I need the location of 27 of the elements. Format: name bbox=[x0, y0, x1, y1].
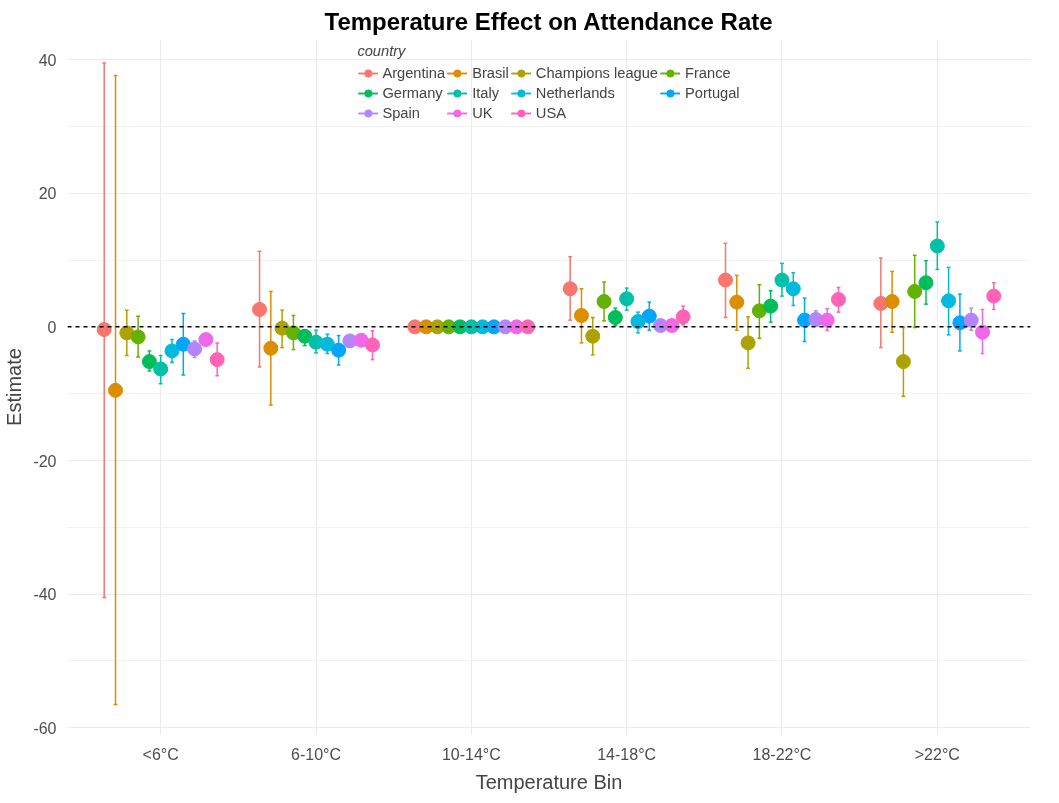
x-tick-label: >22°C bbox=[914, 745, 960, 763]
legend-label: Italy bbox=[472, 84, 500, 102]
legend-label: Brasil bbox=[472, 64, 509, 82]
y-tick-label: -20 bbox=[33, 452, 57, 470]
y-tick-label: 40 bbox=[38, 51, 57, 69]
x-tick-label: 14-18°C bbox=[597, 745, 657, 763]
y-tick-label: -60 bbox=[33, 719, 57, 737]
y-tick-label: 0 bbox=[47, 318, 57, 336]
legend-label: Champions league bbox=[535, 64, 659, 82]
legend-label: France bbox=[685, 64, 731, 82]
legend-label: Germany bbox=[382, 84, 443, 102]
legend-label: UK bbox=[472, 104, 493, 122]
legend-label: USA bbox=[535, 104, 566, 122]
y-tick-label: 20 bbox=[38, 185, 57, 203]
x-tick-label: 18-22°C bbox=[752, 745, 812, 763]
x-axis-title: Temperature Bin bbox=[475, 770, 623, 793]
chart-title: Temperature Effect on Attendance Rate bbox=[324, 7, 773, 35]
legend-label: Portugal bbox=[685, 84, 740, 102]
y-tick-label: -40 bbox=[33, 586, 57, 604]
legend-label: Spain bbox=[382, 104, 420, 122]
y-axis-title: Estimate bbox=[3, 348, 26, 426]
x-tick-label: 6-10°C bbox=[291, 745, 342, 763]
x-tick-label: <6°C bbox=[142, 745, 179, 763]
legend-label: Netherlands bbox=[535, 84, 615, 102]
legend-title: country bbox=[357, 43, 407, 59]
legend-label: Argentina bbox=[382, 64, 446, 82]
x-tick-label: 10-14°C bbox=[441, 745, 501, 763]
